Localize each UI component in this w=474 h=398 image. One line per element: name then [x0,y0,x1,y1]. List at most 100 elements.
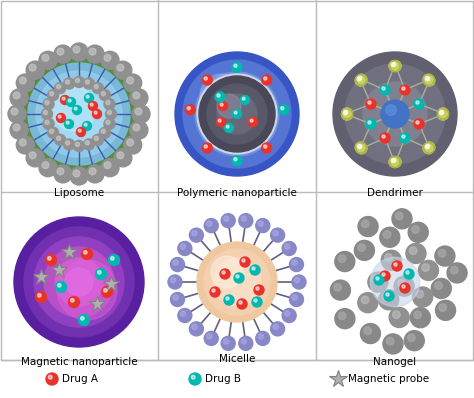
Circle shape [439,110,444,114]
Circle shape [400,283,410,293]
Circle shape [344,111,347,115]
Circle shape [75,78,80,82]
Circle shape [380,227,400,247]
Circle shape [98,271,101,274]
Circle shape [368,101,371,104]
Circle shape [28,63,130,165]
Circle shape [358,217,378,236]
Circle shape [438,109,448,120]
Circle shape [395,212,403,220]
Text: Polymeric nanoparticle: Polymeric nanoparticle [177,188,297,198]
Circle shape [422,264,429,271]
Circle shape [24,227,134,337]
Circle shape [171,293,184,306]
Text: Nanogel: Nanogel [374,357,417,367]
Circle shape [408,334,415,341]
Circle shape [29,64,36,71]
Circle shape [384,254,392,261]
Circle shape [284,311,290,316]
Circle shape [236,275,239,278]
Circle shape [73,170,80,177]
Circle shape [386,105,396,115]
Circle shape [117,64,124,71]
Circle shape [294,277,300,283]
Circle shape [192,230,197,236]
Circle shape [56,113,65,123]
Circle shape [250,265,260,275]
Circle shape [94,111,97,114]
Circle shape [366,99,376,109]
Circle shape [46,373,58,385]
Circle shape [75,142,80,146]
Circle shape [419,260,438,281]
Circle shape [85,80,90,84]
Circle shape [42,55,49,61]
Circle shape [106,120,110,125]
Circle shape [341,109,353,120]
Circle shape [416,291,424,298]
Circle shape [49,129,54,133]
Circle shape [435,282,442,289]
Circle shape [73,140,84,152]
Circle shape [207,334,212,339]
Circle shape [256,287,259,290]
Circle shape [392,62,396,66]
Circle shape [233,109,241,119]
Circle shape [54,165,72,183]
Circle shape [14,217,144,347]
Circle shape [414,311,421,319]
Circle shape [204,77,207,80]
Circle shape [232,156,242,166]
Circle shape [94,136,99,140]
Circle shape [83,139,94,150]
Circle shape [43,118,54,129]
Circle shape [335,252,355,271]
Circle shape [89,48,96,55]
Circle shape [234,158,237,161]
Circle shape [252,297,262,307]
Circle shape [392,261,402,271]
Text: Magnetic nanoparticle: Magnetic nanoparticle [21,357,137,367]
Circle shape [362,220,369,228]
Circle shape [16,74,34,92]
Circle shape [424,142,435,153]
Circle shape [101,129,105,133]
Circle shape [8,105,26,123]
Circle shape [232,62,242,72]
Circle shape [264,145,267,148]
Circle shape [282,242,296,256]
Circle shape [101,92,105,96]
Circle shape [248,117,257,127]
Circle shape [55,83,66,94]
Circle shape [74,107,77,110]
Circle shape [130,121,148,139]
Circle shape [221,336,235,350]
Circle shape [211,256,243,288]
Circle shape [55,258,103,306]
Circle shape [341,108,353,119]
Circle shape [281,107,284,110]
Circle shape [48,375,52,379]
Circle shape [402,285,405,288]
Circle shape [189,373,201,385]
Circle shape [114,149,132,167]
Circle shape [221,214,235,228]
Circle shape [124,74,142,92]
Circle shape [42,162,49,169]
Circle shape [425,145,429,149]
Circle shape [51,86,107,142]
Circle shape [382,293,390,301]
Circle shape [290,293,303,306]
Circle shape [240,96,249,105]
Circle shape [358,145,362,149]
Circle shape [49,92,54,96]
Circle shape [197,74,277,154]
Circle shape [426,77,430,81]
Circle shape [89,168,96,175]
Circle shape [358,244,365,252]
Circle shape [250,119,253,122]
Circle shape [57,48,64,55]
Circle shape [410,247,417,254]
Text: Drug A: Drug A [62,374,98,384]
Circle shape [204,332,218,345]
